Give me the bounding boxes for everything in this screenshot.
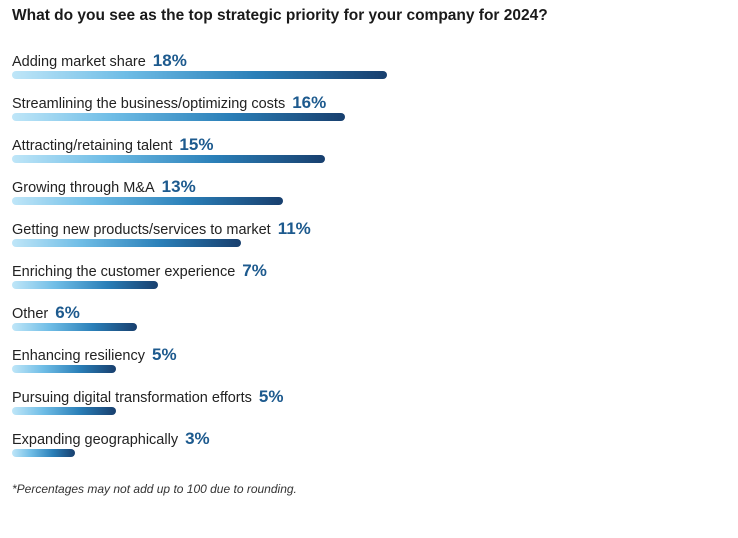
bar-label-group: Adding market share 18% (12, 51, 187, 71)
category-label: Streamlining the business/optimizing cos… (12, 96, 286, 112)
footnote: *Percentages may not add up to 100 due t… (12, 482, 297, 496)
bar-row: Adding market share 18% (12, 48, 712, 90)
bar-row: Getting new products/services to market 1… (12, 216, 712, 258)
category-label: Attracting/retaining talent (12, 138, 173, 154)
chart-title: What do you see as the top strategic pri… (12, 7, 548, 24)
bar (12, 449, 75, 457)
bar-label-group: Enriching the customer experience 7% (12, 261, 267, 281)
value-label: 13% (161, 177, 196, 196)
bar-label-group: Streamlining the business/optimizing cos… (12, 93, 326, 113)
bar (12, 407, 116, 415)
bar-row: Other 6% (12, 300, 712, 342)
bar-row: Growing through M&A 13% (12, 174, 712, 216)
bar (12, 197, 283, 205)
bar (12, 323, 137, 331)
bar (12, 155, 325, 163)
value-label: 16% (292, 93, 327, 112)
bar-row: Enriching the customer experience 7% (12, 258, 712, 300)
bar-rows: Adding market share 18% Streamlining the b… (12, 48, 712, 468)
value-label: 3% (185, 429, 210, 448)
bar (12, 71, 387, 79)
value-label: 11% (277, 219, 311, 238)
category-label: Growing through M&A (12, 180, 155, 196)
bar-row: Pursuing digital transformation efforts 5… (12, 384, 712, 426)
bar-label-group: Pursuing digital transformation efforts 5… (12, 387, 284, 407)
bar (12, 281, 158, 289)
bar (12, 239, 241, 247)
value-label: 5% (258, 387, 284, 406)
bar-label-group: Getting new products/services to market 1… (12, 219, 311, 239)
bar-row: Enhancing resiliency 5% (12, 342, 712, 384)
value-label: 6% (55, 303, 80, 322)
bar-row: Streamlining the business/optimizing cos… (12, 90, 712, 132)
value-label: 5% (152, 345, 177, 364)
bar-label-group: Attracting/retaining talent 15% (12, 135, 213, 155)
bar (12, 365, 116, 373)
bar-row: Attracting/retaining talent 15% (12, 132, 712, 174)
value-label: 7% (242, 261, 267, 280)
category-label: Enriching the customer experience (12, 264, 236, 280)
category-label: Expanding geographically (12, 432, 179, 448)
bar-label-group: Other 6% (12, 303, 80, 323)
category-label: Pursuing digital transformation efforts (12, 390, 252, 406)
bar-label-group: Growing through M&A 13% (12, 177, 196, 197)
value-label: 15% (179, 135, 214, 154)
bar-row: Expanding geographically 3% (12, 426, 712, 468)
category-label: Other (12, 306, 49, 322)
category-label: Enhancing resiliency (12, 348, 145, 364)
bar-label-group: Enhancing resiliency 5% (12, 345, 177, 365)
bar-label-group: Expanding geographically 3% (12, 429, 210, 449)
category-label: Getting new products/services to market (12, 222, 271, 238)
value-label: 18% (152, 51, 187, 70)
bar (12, 113, 345, 121)
category-label: Adding market share (12, 54, 146, 70)
